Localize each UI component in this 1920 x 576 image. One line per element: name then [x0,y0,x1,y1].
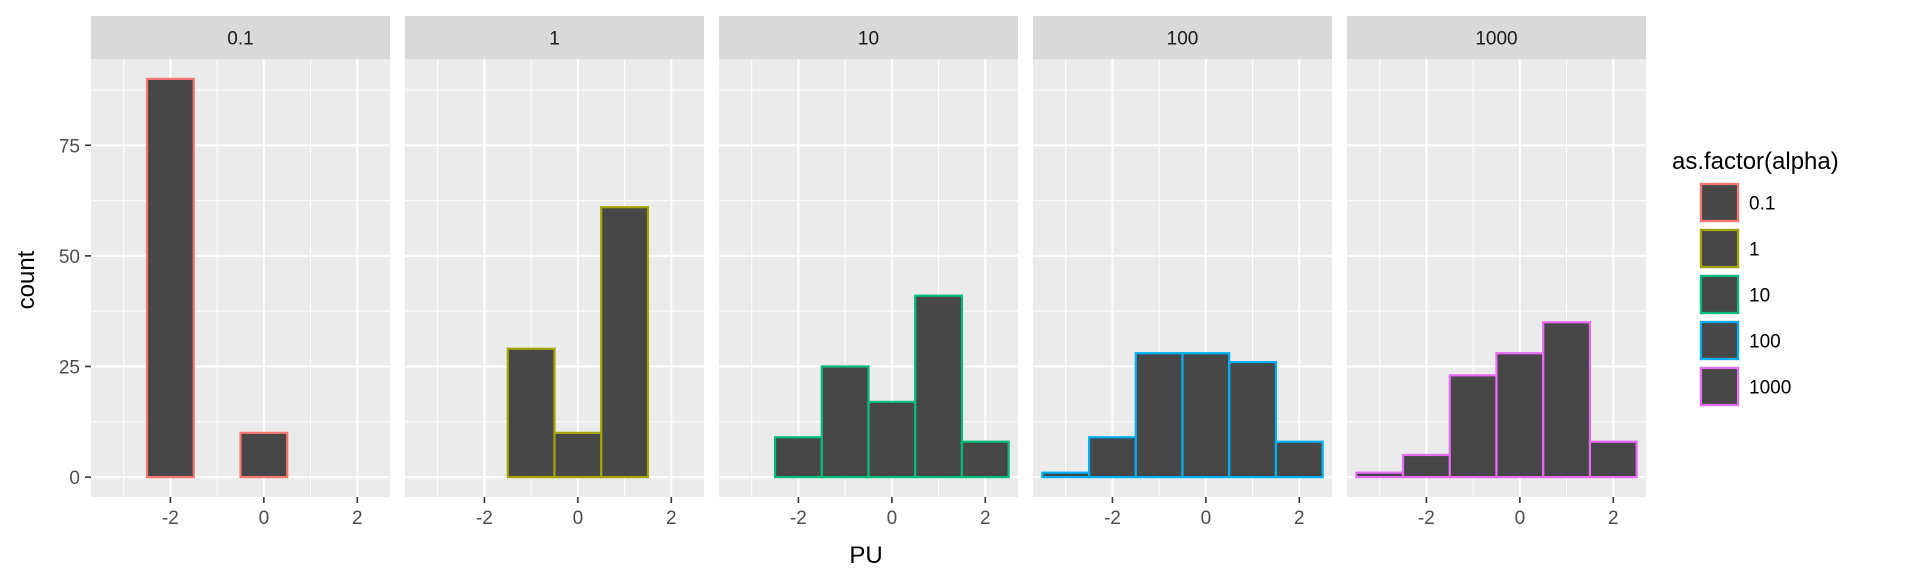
facet-panels: 0.1 -2 0 2 1 -2 0 2 10 -2 0 2 100 -2 0 2 1000 -2 0 2 [91,16,1646,529]
histogram-bars [145,77,289,479]
facet-strip-label: 0.1 [227,29,253,50]
facet-panel-10: 10 -2 0 2 [719,16,1018,529]
x-tick-label: -2 [476,508,493,529]
facet-strip-label: 1 [549,29,560,50]
histogram-bar [239,431,289,479]
legend-swatch [1699,182,1740,223]
histogram-bar [600,206,650,479]
histogram-bar [553,431,603,479]
x-tick-label: 2 [980,508,991,529]
legend-label: 0.1 [1749,194,1775,215]
legend-swatch [1699,274,1740,315]
y-tick-label: 25 [59,357,80,378]
histogram-bar [773,436,823,479]
histogram-bars [506,206,650,479]
facet-strip [405,16,704,59]
facet-strip-label: 10 [858,29,879,50]
histogram-bar [1542,321,1592,479]
histogram-bar [1134,352,1184,479]
histogram-bar [506,347,556,479]
x-tick-label: 0 [573,508,584,529]
facet-panel-1: 1 -2 0 2 [405,16,704,529]
histogram-bar [1274,440,1324,479]
histogram-bar [1588,440,1638,479]
legend-label: 1000 [1749,378,1791,399]
facet-strip-label: 100 [1167,29,1199,50]
legend-label: 10 [1749,286,1770,307]
facet-strip [1033,16,1332,59]
y-tick-label: 0 [69,468,80,489]
legend-swatch [1699,366,1740,407]
histogram-bar [1401,453,1451,479]
facet-strip [91,16,390,59]
x-tick-label: 2 [352,508,363,529]
histogram-bar [1181,352,1231,479]
legend-item-10: 10 [1699,274,1770,315]
facet-panel-0.1: 0.1 -2 0 2 [91,16,390,529]
histogram-bar [1087,436,1137,479]
histogram-bar [1448,374,1498,479]
histogram-bars [773,294,1010,479]
histogram-bar [1041,471,1091,479]
legend-label: 100 [1749,332,1781,353]
histogram-bar [914,294,964,479]
histogram-bar [1495,352,1545,479]
histogram-bar [1228,360,1278,479]
x-tick-label: -2 [1418,508,1435,529]
histogram-bar [1355,471,1405,479]
legend-item-100: 100 [1699,320,1781,361]
x-tick-label: -2 [162,508,179,529]
x-tick-label: 0 [259,508,270,529]
x-tick-label: -2 [790,508,807,529]
facet-panel-100: 100 -2 0 2 [1033,16,1332,529]
x-axis-title: PU [849,542,882,569]
legend-label: 1 [1749,240,1760,261]
y-axis: 0 25 50 75 [59,136,91,489]
histogram-bars [1041,352,1324,479]
histogram-bar [145,77,195,479]
x-tick-label: 2 [666,508,677,529]
x-tick-label: -2 [1104,508,1121,529]
legend-swatch [1699,228,1740,269]
y-tick-label: 75 [59,136,80,157]
facet-strip-label: 1000 [1475,29,1517,50]
histogram-bar [820,365,870,479]
legend-item-1: 1 [1699,228,1760,269]
facet-strip [719,16,1018,59]
x-tick-label: 0 [1201,508,1212,529]
panel-background [91,59,390,497]
facet-panel-1000: 1000 -2 0 2 [1347,16,1646,529]
legend-item-0.1: 0.1 [1699,182,1775,223]
x-tick-label: 2 [1294,508,1305,529]
histogram-bars [1355,321,1638,479]
histogram-bar [960,440,1010,479]
x-tick-label: 0 [887,508,898,529]
x-tick-label: 0 [1515,508,1526,529]
x-tick-label: 2 [1608,508,1619,529]
y-tick-label: 50 [59,247,80,268]
legend-swatch [1699,320,1740,361]
y-axis-title: count [13,250,40,309]
legend: as.factor(alpha) 0.1 1 10 100 1000 [1672,148,1839,407]
histogram-bar [867,400,917,479]
legend-title: as.factor(alpha) [1672,148,1839,175]
facet-strip [1347,16,1646,59]
legend-item-1000: 1000 [1699,366,1791,407]
